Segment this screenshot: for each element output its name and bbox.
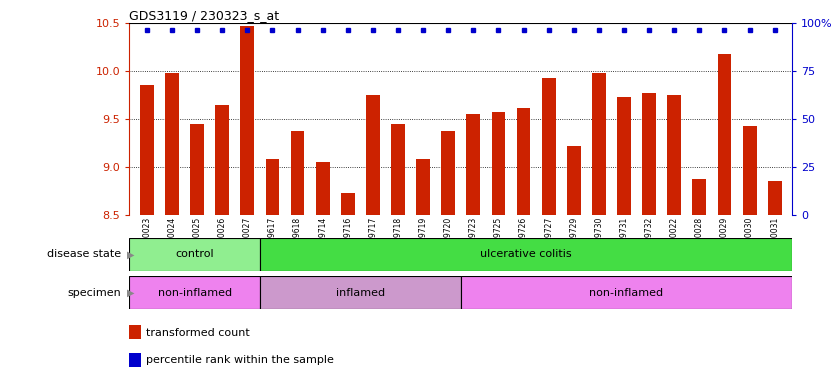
Bar: [466, 114, 480, 215]
Bar: [717, 54, 731, 215]
Text: control: control: [175, 249, 214, 260]
Bar: [391, 124, 404, 215]
Bar: [491, 112, 505, 215]
Bar: [129, 276, 260, 309]
Bar: [265, 159, 279, 215]
Bar: [768, 182, 781, 215]
Bar: [441, 131, 455, 215]
Text: non-inflamed: non-inflamed: [590, 288, 664, 298]
Bar: [617, 97, 631, 215]
Bar: [260, 238, 792, 271]
Bar: [692, 179, 706, 215]
Bar: [190, 124, 204, 215]
Bar: [129, 238, 260, 271]
Bar: [667, 95, 681, 215]
Bar: [743, 126, 756, 215]
Bar: [460, 276, 792, 309]
Text: ▶: ▶: [127, 288, 134, 298]
Bar: [642, 93, 656, 215]
Text: specimen: specimen: [68, 288, 121, 298]
Bar: [316, 162, 329, 215]
Bar: [129, 326, 141, 339]
Bar: [165, 73, 178, 215]
Bar: [140, 86, 153, 215]
Text: non-inflamed: non-inflamed: [158, 288, 232, 298]
Bar: [366, 95, 379, 215]
Bar: [416, 159, 430, 215]
Bar: [567, 146, 580, 215]
Text: GDS3119 / 230323_s_at: GDS3119 / 230323_s_at: [129, 9, 279, 22]
Text: ulcerative colitis: ulcerative colitis: [480, 249, 572, 260]
Bar: [260, 276, 460, 309]
Bar: [542, 78, 555, 215]
Bar: [517, 108, 530, 215]
Bar: [240, 26, 254, 215]
Text: inflamed: inflamed: [336, 288, 384, 298]
Text: disease state: disease state: [47, 249, 121, 260]
Text: ▶: ▶: [127, 249, 134, 260]
Bar: [341, 193, 354, 215]
Text: transformed count: transformed count: [146, 328, 249, 338]
Bar: [215, 104, 229, 215]
Bar: [290, 131, 304, 215]
Text: percentile rank within the sample: percentile rank within the sample: [146, 356, 334, 366]
Bar: [129, 353, 141, 367]
Bar: [592, 73, 605, 215]
